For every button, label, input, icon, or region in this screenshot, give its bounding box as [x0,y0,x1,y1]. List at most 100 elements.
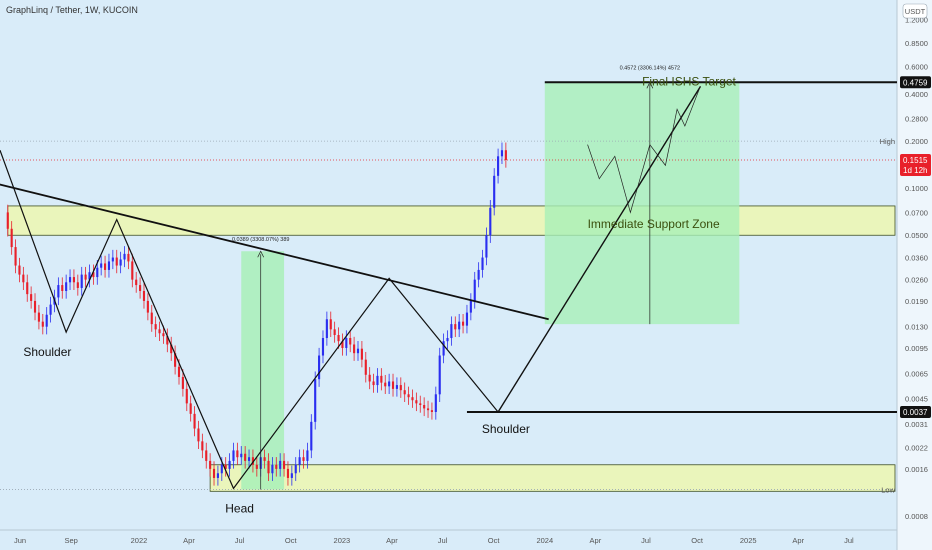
candle-body [450,324,453,339]
low-label: Low [881,486,895,495]
candle-body [154,324,157,330]
candle-body [37,312,40,322]
candle-body [80,274,83,288]
y-tick-label: 1.2000 [905,16,928,25]
candle-body [240,453,243,458]
rising-trendline [497,86,702,413]
candle-body [349,338,352,345]
candle-body [454,324,457,330]
candle-body [228,460,231,469]
price-tag-label: 0.0037 [903,408,928,417]
candle-body [10,228,13,248]
x-tick-label: 2024 [536,536,553,545]
y-tick-label: 0.1000 [905,184,928,193]
candle-body [166,336,169,345]
measure-label-right: 0.4572 (3306.14%) 4572 [620,65,681,71]
candle-body [127,253,130,262]
candle-body [146,300,149,313]
candle-body [430,410,434,412]
candle-body [247,457,251,461]
left-shoulder-label: Shoulder [23,345,71,359]
candle-body [446,338,449,342]
x-tick-label: Oct [691,536,704,545]
x-tick-label: 2023 [334,536,351,545]
candle-body [263,457,266,461]
candle-body [6,212,9,229]
ihs-pattern-line [0,150,499,490]
y-tick-label: 0.0190 [905,297,928,306]
x-tick-label: Jul [641,536,651,545]
candle-body [209,460,212,469]
x-tick-label: Jun [14,536,26,545]
high-label: High [880,137,895,146]
y-tick-label: 0.8500 [905,39,928,48]
candle-body [341,341,344,348]
candle-body [181,376,184,389]
price-tag-sub: 1d 12h [903,166,927,175]
candle-body [107,261,111,270]
candle-body [384,382,387,387]
candle-body [497,156,500,176]
candle-body [489,207,492,236]
y-tick-label: 0.2800 [905,114,928,123]
candle-body [267,460,270,474]
candle-body [185,388,188,404]
candle-body [68,277,72,283]
candle-body [372,381,375,386]
candle-body [368,374,371,382]
candle-body [438,355,441,395]
candle-body [325,319,328,339]
candle-body [41,321,44,327]
candle-body [321,338,325,356]
candle-body [65,282,68,291]
candle-body [473,279,476,301]
candles-group [6,142,507,486]
candle-body [376,375,379,386]
candle-body [92,272,95,278]
candle-body [96,267,99,278]
currency-label: USDT [905,7,926,16]
candle-body [142,290,146,301]
candle-body [426,408,430,411]
candle-body [356,348,360,354]
candle-body [135,279,138,286]
candle-body [162,333,165,337]
lower-support-zone [209,464,896,492]
candle-body [111,257,114,262]
candle-body [18,265,21,275]
head-label: Head [225,501,254,515]
y-tick-label: 0.0095 [905,344,928,353]
measure-label-left: 0.0389 (3308.07%) 389 [232,237,290,243]
candle-body [306,450,309,461]
y-tick-label: 0.0031 [905,420,928,429]
y-tick-label: 0.0700 [905,208,928,217]
candle-body [461,321,465,326]
candle-body [76,282,79,288]
candle-body [177,366,181,377]
candle-body [251,457,255,465]
candle-body [26,282,29,295]
candle-body [212,468,216,478]
candle-body [103,263,107,270]
candle-body [22,274,25,283]
candle-body [353,344,356,354]
right-shoulder-label: Shoulder [482,422,530,436]
candle-body [220,464,223,474]
y-tick-label: 0.0016 [905,465,928,474]
candle-body [411,397,414,401]
candle-body [193,413,196,429]
candle-body [423,405,426,409]
y-tick-label: 0.0130 [905,323,928,332]
candle-body [189,403,192,414]
candle-body [170,344,173,354]
y-tick-label: 0.4000 [905,90,928,99]
candle-body [294,464,297,474]
candle-body [174,353,177,367]
candle-body [158,329,161,334]
x-tick-label: Jul [844,536,854,545]
candle-body [205,450,208,461]
candle-body [123,253,126,260]
candle-body [415,400,418,404]
